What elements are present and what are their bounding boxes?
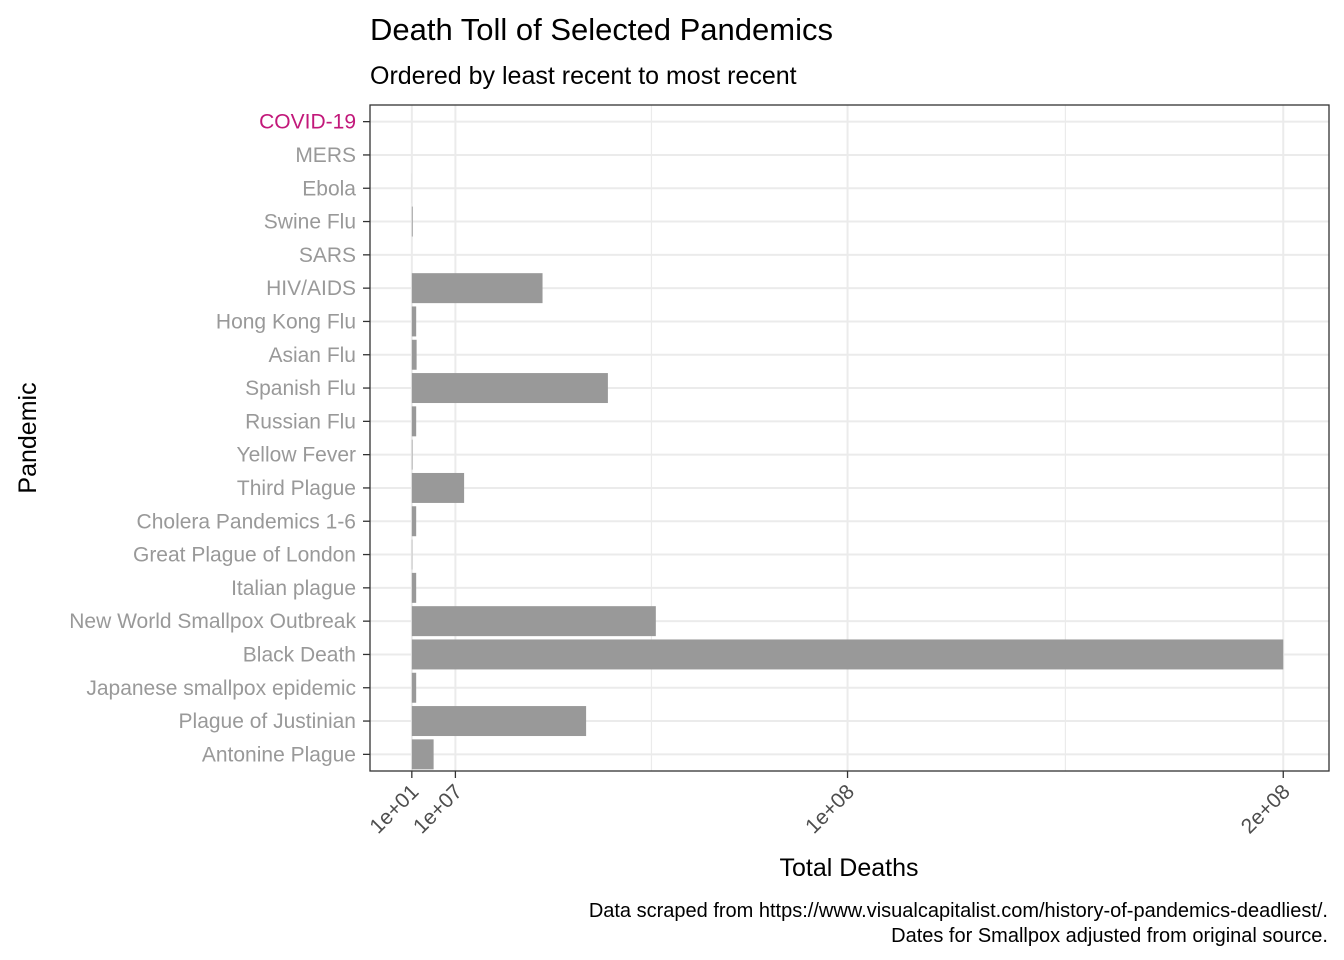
y-axis-title: Pandemic: [14, 382, 42, 493]
bar: [411, 406, 417, 437]
x-tick-label: 1e+07: [409, 780, 467, 838]
y-tick-label: Hong Kong Flu: [216, 310, 356, 333]
y-tick-label: Japanese smallpox epidemic: [86, 677, 356, 700]
y-tick-label: Plague of Justinian: [179, 710, 356, 733]
bar: [411, 373, 608, 404]
bar: [411, 339, 417, 370]
y-tick-label: MERS: [295, 144, 356, 167]
chart-title: Death Toll of Selected Pandemics: [370, 12, 833, 47]
bar: [411, 672, 417, 703]
x-tick-label: 2e+08: [1237, 780, 1295, 838]
y-tick-label: New World Smallpox Outbreak: [69, 610, 356, 633]
plot-panel-border: [369, 104, 1330, 772]
y-tick-label: Ebola: [302, 177, 356, 200]
y-tick-label: Great Plague of London: [133, 544, 356, 567]
y-tick-label: SARS: [299, 244, 356, 267]
x-tick-label: 1e+08: [801, 780, 859, 838]
y-tick-label: Cholera Pandemics 1-6: [137, 510, 356, 533]
y-tick-label: Asian Flu: [268, 344, 356, 367]
y-tick-label: Swine Flu: [264, 211, 356, 234]
y-tick-label: Russian Flu: [245, 410, 356, 433]
bar: [411, 639, 1284, 670]
bar: [411, 306, 417, 337]
y-tick-label: Third Plague: [237, 477, 356, 500]
x-axis-title: Total Deaths: [780, 854, 919, 882]
bar: [411, 439, 413, 470]
y-tick-label: Italian plague: [231, 577, 356, 600]
bar: [411, 506, 417, 537]
y-axis-ticks: Antonine Plague Plague of Justinian Japane…: [69, 111, 370, 766]
bar: [411, 273, 543, 304]
bar: [411, 206, 413, 237]
bar: [411, 706, 587, 737]
y-tick-label: Spanish Flu: [245, 377, 356, 400]
y-tick-label: HIV/AIDS: [266, 277, 356, 300]
bar: [411, 606, 656, 637]
y-tick-label: COVID-19: [259, 111, 356, 134]
y-tick-label: Yellow Fever: [237, 444, 356, 467]
grid-lines: [370, 105, 1329, 771]
bar: [411, 572, 417, 603]
bars: [411, 106, 1284, 770]
y-tick-label: Antonine Plague: [202, 743, 356, 766]
bar: [411, 739, 434, 770]
caption-line-2: Dates for Smallpox adjusted from origina…: [891, 925, 1328, 947]
x-tick-label: 1e+01: [365, 780, 423, 838]
bar: [411, 472, 465, 503]
chart-subtitle: Ordered by least recent to most recent: [370, 62, 797, 90]
caption-line-1: Data scraped from https://www.visualcapi…: [589, 900, 1328, 922]
y-tick-label: Black Death: [243, 643, 356, 666]
